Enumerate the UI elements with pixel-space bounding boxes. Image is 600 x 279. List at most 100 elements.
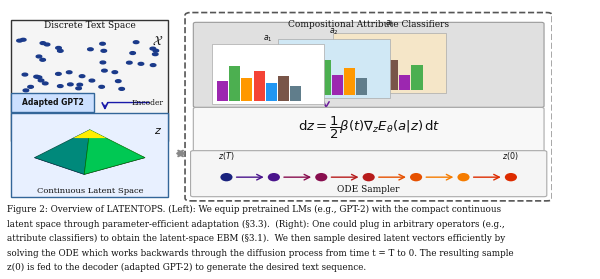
Bar	[290, 86, 301, 101]
Bar	[283, 65, 295, 95]
Circle shape	[152, 53, 158, 56]
Bar	[338, 65, 350, 90]
Text: $a_n$: $a_n$	[385, 19, 394, 29]
Circle shape	[112, 71, 118, 74]
Ellipse shape	[410, 173, 422, 181]
Polygon shape	[35, 141, 145, 174]
Circle shape	[56, 73, 61, 75]
Circle shape	[44, 43, 50, 46]
Circle shape	[28, 85, 34, 88]
Bar	[308, 80, 319, 95]
Circle shape	[127, 61, 132, 64]
Ellipse shape	[268, 173, 280, 181]
Ellipse shape	[315, 173, 328, 181]
Bar	[375, 67, 386, 90]
Circle shape	[38, 79, 44, 82]
Circle shape	[101, 69, 107, 72]
Circle shape	[43, 82, 48, 85]
Text: attribute classifiers) to obtain the latent-space EBM (§3.1).  We then sample de: attribute classifiers) to obtain the lat…	[7, 234, 505, 243]
FancyBboxPatch shape	[193, 22, 544, 107]
Circle shape	[138, 62, 144, 65]
Circle shape	[151, 64, 156, 66]
Text: Compositional Attribute Classifiers: Compositional Attribute Classifiers	[288, 20, 449, 28]
Text: solving the ODE which works backwards through the diffusion process from time t : solving the ODE which works backwards th…	[7, 249, 514, 258]
Ellipse shape	[220, 173, 233, 181]
Circle shape	[40, 42, 46, 44]
Circle shape	[77, 83, 83, 86]
Bar	[344, 68, 355, 95]
FancyBboxPatch shape	[193, 107, 544, 153]
Circle shape	[58, 85, 63, 88]
Circle shape	[56, 47, 61, 49]
Bar	[412, 65, 422, 90]
Bar	[295, 73, 307, 95]
Bar	[254, 71, 265, 101]
Circle shape	[130, 52, 136, 54]
Circle shape	[58, 49, 63, 52]
Text: Discrete Text Space: Discrete Text Space	[44, 21, 136, 30]
Text: latent space through parameter-efficient adaptation (§3.3).  (Right): One could : latent space through parameter-efficient…	[7, 220, 505, 229]
FancyBboxPatch shape	[11, 93, 94, 112]
Bar	[363, 57, 374, 90]
FancyBboxPatch shape	[191, 151, 547, 197]
Bar	[356, 78, 367, 95]
Circle shape	[68, 83, 73, 86]
Ellipse shape	[505, 173, 517, 181]
Circle shape	[20, 38, 26, 41]
Text: Figure 2: Overview of LATENTOPS. (Left): We equip pretrained LMs (e.g., GPT-2) w: Figure 2: Overview of LATENTOPS. (Left):…	[7, 205, 502, 214]
Circle shape	[36, 55, 42, 58]
Text: Continuous Latent Space: Continuous Latent Space	[37, 187, 143, 195]
Ellipse shape	[362, 173, 375, 181]
FancyBboxPatch shape	[333, 33, 446, 93]
Circle shape	[100, 42, 106, 45]
Circle shape	[23, 89, 29, 92]
Circle shape	[36, 76, 42, 79]
Bar	[351, 72, 362, 90]
FancyBboxPatch shape	[11, 20, 169, 141]
Bar	[387, 60, 398, 90]
Text: Adapted GPT2: Adapted GPT2	[22, 98, 83, 107]
Circle shape	[153, 49, 158, 52]
Bar	[278, 76, 289, 101]
Circle shape	[40, 58, 46, 61]
Bar	[229, 66, 240, 101]
FancyBboxPatch shape	[212, 44, 324, 104]
Text: $z(T)$: $z(T)$	[218, 150, 235, 162]
Bar	[332, 75, 343, 95]
Text: $a_1$: $a_1$	[263, 33, 272, 44]
Text: Encoder: Encoder	[132, 98, 164, 107]
Text: $\mathrm{d}z = \dfrac{1}{2}\beta(t)\nabla_z E_\theta(a|z)\,\mathrm{d}t$: $\mathrm{d}z = \dfrac{1}{2}\beta(t)\nabl…	[298, 115, 440, 141]
FancyBboxPatch shape	[11, 113, 169, 197]
Ellipse shape	[457, 173, 470, 181]
Text: $\mathcal{X}$: $\mathcal{X}$	[152, 35, 163, 48]
Bar	[320, 60, 331, 95]
Circle shape	[34, 75, 40, 78]
Polygon shape	[84, 130, 145, 174]
Circle shape	[17, 39, 22, 42]
Bar	[217, 81, 228, 101]
Text: z(0) is fed to the decoder (adapted GPT-2) to generate the desired text sequence: z(0) is fed to the decoder (adapted GPT-…	[7, 263, 367, 272]
Text: $a_2$: $a_2$	[329, 26, 339, 37]
Text: $z$: $z$	[154, 126, 162, 136]
Bar	[266, 83, 277, 101]
Circle shape	[67, 71, 72, 74]
Circle shape	[22, 73, 28, 76]
Polygon shape	[73, 130, 106, 138]
Circle shape	[89, 79, 95, 82]
Circle shape	[76, 87, 82, 90]
Polygon shape	[35, 130, 90, 174]
Circle shape	[150, 47, 155, 50]
Circle shape	[79, 75, 85, 78]
FancyBboxPatch shape	[278, 39, 391, 98]
Text: $z(0)$: $z(0)$	[502, 150, 520, 162]
Text: ODE Sampler: ODE Sampler	[337, 185, 400, 194]
Circle shape	[133, 41, 139, 44]
Bar	[241, 78, 253, 101]
Circle shape	[119, 88, 124, 90]
Circle shape	[100, 61, 106, 64]
Circle shape	[88, 48, 93, 51]
Circle shape	[101, 49, 107, 52]
Circle shape	[115, 80, 121, 83]
Bar	[400, 75, 410, 90]
Circle shape	[99, 85, 104, 88]
